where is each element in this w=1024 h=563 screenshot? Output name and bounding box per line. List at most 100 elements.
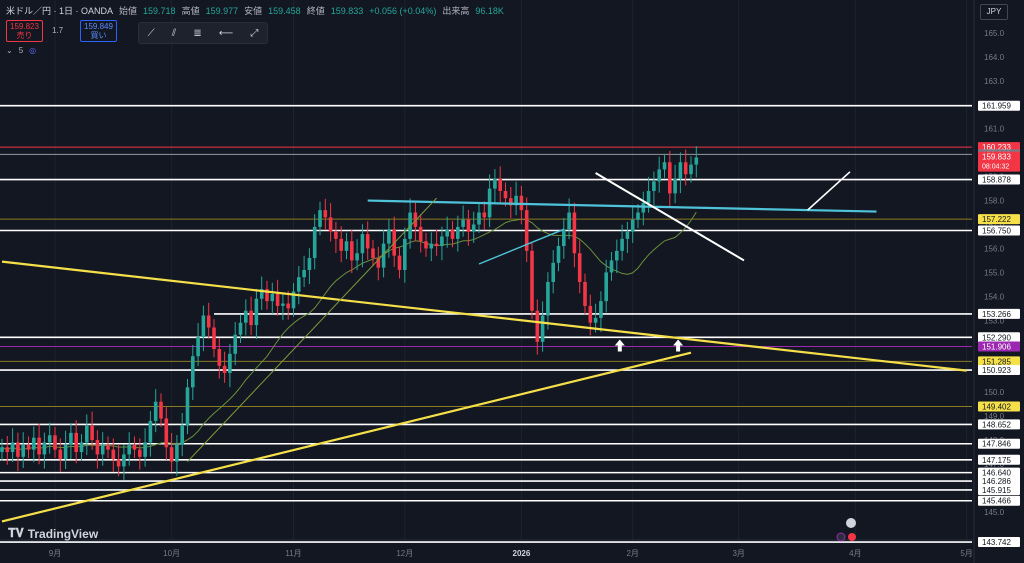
cyan-neckline bbox=[367, 199, 877, 213]
level-price-tag bbox=[978, 225, 1020, 236]
level-price-tag bbox=[978, 341, 1020, 352]
level-price-label: 147.846 bbox=[982, 440, 1011, 449]
level-price-tag bbox=[978, 476, 1020, 487]
candle-body bbox=[424, 241, 428, 249]
indicator-settings-icon[interactable]: ◎ bbox=[29, 46, 37, 55]
candle-body bbox=[79, 442, 84, 453]
time-tick-label: 5月 bbox=[960, 549, 972, 558]
candle-body bbox=[456, 226, 460, 239]
candle-body bbox=[556, 246, 561, 263]
candle-body bbox=[535, 310, 540, 342]
candle-body bbox=[498, 178, 502, 191]
trendline-tool-icon[interactable]: ⟋ bbox=[147, 27, 155, 39]
level-price-label: 151.285 bbox=[982, 357, 1011, 366]
candle-body bbox=[164, 418, 169, 448]
candle-body bbox=[159, 401, 163, 419]
level-price-label: 160.233 bbox=[982, 143, 1011, 152]
candle-body bbox=[318, 210, 322, 227]
close-value: 159.833 bbox=[330, 5, 364, 16]
fib-tool-icon[interactable]: ≣ bbox=[193, 27, 202, 39]
white-short-trendline bbox=[807, 171, 851, 211]
extended-line-tool-icon[interactable]: ⤢ bbox=[250, 27, 259, 39]
level-price-label: 146.640 bbox=[982, 469, 1011, 478]
candle-body bbox=[434, 243, 439, 247]
candle-body bbox=[562, 229, 566, 247]
candle-body bbox=[281, 303, 285, 306]
level-price-tag bbox=[978, 454, 1020, 465]
candle-body bbox=[233, 334, 237, 354]
candle-body bbox=[572, 212, 577, 254]
spread-value: 1.7 bbox=[52, 26, 64, 35]
candle-body bbox=[180, 425, 184, 445]
close-label: 終値 bbox=[306, 6, 325, 16]
candle-body bbox=[116, 459, 121, 467]
candle-body bbox=[365, 234, 370, 249]
last-price-label: 159.833 bbox=[982, 153, 1011, 162]
candle-body bbox=[630, 219, 635, 232]
level-price-tag bbox=[978, 100, 1020, 111]
indicator-legend: ⌄ 5 ◎ bbox=[6, 46, 36, 55]
level-price-label: 145.466 bbox=[982, 497, 1011, 506]
candle-body bbox=[350, 241, 354, 261]
candle-body bbox=[175, 444, 179, 462]
candle-body bbox=[5, 447, 10, 453]
candle-body bbox=[646, 190, 651, 203]
white-descending-trendline bbox=[595, 172, 745, 262]
candle-body bbox=[275, 293, 280, 306]
candle-body bbox=[567, 212, 571, 230]
sell-button[interactable]: 159.823 売り bbox=[6, 20, 43, 42]
candle-body bbox=[461, 219, 465, 227]
symbol-title[interactable]: 米ドル／円 · 1日 · OANDA bbox=[6, 6, 114, 16]
candle-body bbox=[371, 248, 375, 259]
candle-body bbox=[328, 217, 333, 232]
candle-body bbox=[90, 425, 94, 441]
candle-body bbox=[69, 432, 73, 445]
candle-body bbox=[636, 212, 640, 220]
level-price-label: 148.652 bbox=[982, 420, 1011, 429]
level-price-tag bbox=[978, 537, 1020, 548]
candle-body bbox=[291, 291, 296, 309]
level-price-tag bbox=[978, 332, 1020, 343]
candle-body bbox=[10, 442, 15, 453]
currency-selector[interactable]: JPY bbox=[980, 4, 1008, 20]
candle-body bbox=[503, 190, 508, 199]
candle-body bbox=[212, 327, 216, 350]
tradingview-logo: 𝐓𝐕 TradingView bbox=[8, 526, 98, 541]
candle-body bbox=[652, 181, 656, 191]
candle-body bbox=[413, 212, 418, 227]
candle-body bbox=[620, 238, 624, 251]
indicator-chevron-icon[interactable]: ⌄ bbox=[6, 46, 13, 55]
candle-body bbox=[132, 444, 137, 450]
buy-price: 159.849 bbox=[84, 22, 113, 31]
price-tick-label: 158.0 bbox=[984, 197, 1005, 206]
moving-average-line bbox=[1, 211, 697, 451]
candle-body bbox=[403, 238, 407, 271]
candle-body bbox=[222, 365, 227, 373]
yellow-descending-trendline bbox=[1, 260, 967, 372]
candle-body bbox=[493, 178, 497, 189]
level-price-label: 152.290 bbox=[982, 333, 1011, 342]
us-flag-event-icon bbox=[846, 518, 856, 528]
ray-tool-icon[interactable]: ⟵ bbox=[218, 27, 234, 39]
candle-body bbox=[106, 444, 110, 450]
buy-button[interactable]: 159.849 買い bbox=[80, 20, 117, 42]
price-tick-label: 153.0 bbox=[984, 316, 1005, 325]
parallel-channel-tool-icon[interactable]: ⫽ bbox=[171, 27, 177, 39]
candle-body bbox=[122, 454, 126, 467]
volume-label: 出来高 bbox=[442, 6, 470, 16]
candle-body bbox=[21, 444, 25, 457]
level-price-tag bbox=[978, 484, 1020, 495]
candle-body bbox=[477, 212, 481, 225]
candle-body bbox=[58, 449, 63, 460]
candle-body bbox=[387, 229, 391, 244]
time-tick-label: 12月 bbox=[396, 549, 413, 558]
candle-body bbox=[37, 437, 41, 455]
level-price-label: 146.286 bbox=[982, 477, 1011, 486]
candle-body bbox=[26, 444, 31, 450]
candle-body bbox=[191, 356, 195, 388]
time-tick-label: 10月 bbox=[163, 549, 180, 558]
low-value: 159.458 bbox=[268, 5, 301, 16]
cyan-short-trendline bbox=[478, 228, 565, 265]
event-marker-icon bbox=[848, 533, 856, 541]
